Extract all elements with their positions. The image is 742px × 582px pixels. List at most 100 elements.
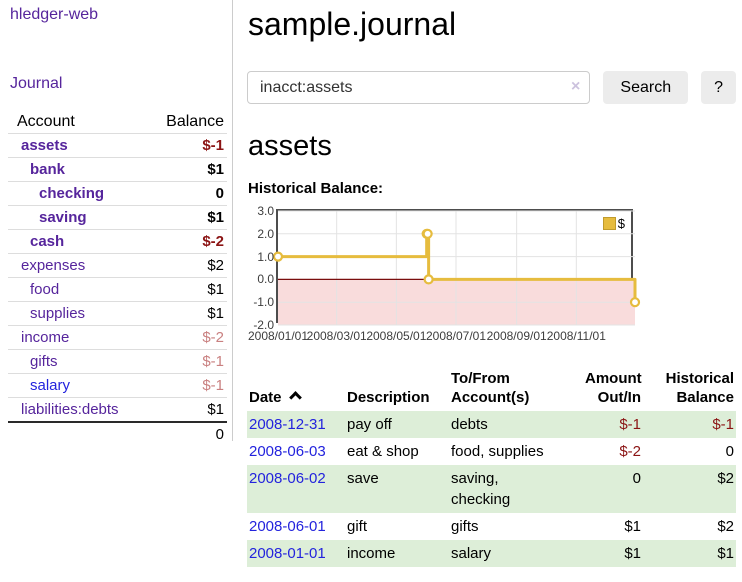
account-name-cell: salary [8,374,149,398]
sidebar-account-link[interactable]: gifts [30,353,58,370]
account-name-cell: saving [8,206,149,230]
legend-label: $ [617,216,625,231]
register-balance: $2 [717,518,734,535]
register-amount: 0 [632,470,641,487]
sidebar-account-link[interactable]: liabilities:debts [21,401,119,418]
register-description: gift [347,518,368,535]
account-name-cell: gifts [8,350,149,374]
sidebar-account-link[interactable]: supplies [30,305,86,322]
register-date-cell: 2008-06-01 [247,513,345,540]
column-header-date[interactable]: Date [247,367,345,411]
register-amount: $1 [624,545,641,562]
account-column-header: Account [17,113,75,130]
account-name-cell: cash [8,230,149,254]
column-header-accounts: To/From Account(s) [451,370,530,406]
column-header-amount: Amount Out/In [585,370,642,406]
account-name-cell: supplies [8,302,149,326]
accounts-total-row: 0 [8,422,227,446]
account-balance: $-2 [202,329,224,346]
register-balance: $-1 [712,416,734,433]
column-header-balance: Historical Balance [665,370,734,406]
chart-heading: Historical Balance: [248,180,384,197]
sidebar-account-link[interactable]: cash [30,233,65,250]
register-date-cell: 2008-06-02 [247,465,345,513]
register-description: eat & shop [347,443,419,460]
chart-plot-area[interactable]: $ 3.0 2.0 1.0 0.0 -1.0 -2.0 2008/01/01 2008/03/… [248,204,641,343]
x-axis-tick-label: 2008/11/01 [546,329,606,343]
legend-swatch-icon [602,217,616,230]
sidebar-account-link[interactable]: food [30,281,60,298]
register-date-cell: 2008-12-31 [247,411,345,438]
sidebar: hledger-web Journal Account Balance asse… [0,0,233,443]
search-input[interactable] [247,71,591,104]
register-balance: 0 [725,443,734,460]
x-axis-tick-label: 2008/09/01 [486,329,547,343]
accounts-table: Account Balance assets $-1 bank $1 checking 0… [8,110,227,446]
column-header-description: Description [347,389,430,406]
table-row[interactable]: 2008-06-02 save saving, checking 0 $2 [247,465,736,513]
sort-ascending-icon [288,391,302,404]
register-header-row: Date Description To/From Account(s) Amou… [247,367,736,411]
x-axis-tick-label: 2008/05/01 [366,329,427,343]
sidebar-account-link[interactable]: salary [30,377,71,394]
search-field-wrapper: × [247,71,591,104]
register-description: save [347,470,379,487]
clear-search-icon[interactable]: × [571,78,581,95]
register-accounts: debts [451,416,488,433]
sidebar-account-link[interactable]: saving [39,209,87,226]
accounts-header-row: Account Balance [8,110,227,134]
sidebar-account-link[interactable]: expenses [21,257,86,274]
x-axis-tick-label: 2008/01/01 [247,329,309,343]
sidebar-item-journal[interactable]: Journal [10,75,63,92]
register-description: income [347,545,396,562]
register-date-link[interactable]: 2008-06-01 [249,518,326,535]
table-row[interactable]: 2008-06-03 eat & shop food, supplies $-2 0 [247,438,736,465]
app-title-link[interactable]: hledger-web [10,6,99,23]
account-row: gifts $-1 [8,349,227,374]
table-row[interactable]: 2008-01-01 income salary $1 $1 [247,540,736,567]
help-button[interactable]: ? [701,71,736,104]
historical-balance-chart: $ 3.0 2.0 1.0 0.0 -1.0 -2.0 2008/01/01 2008/03/… [247,204,736,347]
account-row: bank $1 [8,157,227,182]
account-row: saving $1 [8,205,227,230]
accounts-total-value: 0 [215,426,224,443]
account-row: income $-2 [8,325,227,350]
y-axis-tick-label: 3.0 [257,204,274,218]
account-balance: $1 [207,209,224,226]
sidebar-account-link[interactable]: income [21,329,70,346]
account-row: salary $-1 [8,373,227,398]
register-amount: $-1 [619,416,641,433]
table-row[interactable]: 2008-06-01 gift gifts $1 $2 [247,513,736,540]
sidebar-account-link[interactable]: assets [21,137,68,154]
spacer [8,422,149,446]
account-name-cell: assets [8,134,149,158]
register-date-cell: 2008-06-03 [247,438,345,465]
account-heading: assets [248,130,332,162]
account-name-cell: expenses [8,254,149,278]
y-axis-tick-label: 1.0 [257,249,274,264]
sidebar-account-link[interactable]: checking [39,185,105,202]
account-row: checking 0 [8,181,227,206]
register-date-link[interactable]: 2008-01-01 [249,545,326,562]
register-accounts: food, supplies [451,443,544,460]
account-balance: $-1 [202,353,224,370]
account-balance: 0 [215,185,224,202]
register-balance: $2 [717,470,734,487]
balance-column-header: Balance [166,113,224,130]
account-balance: $1 [207,305,224,322]
account-balance: $1 [207,401,224,418]
search-button[interactable]: Search [603,71,689,104]
register-date-link[interactable]: 2008-12-31 [249,416,326,433]
sidebar-account-link[interactable]: bank [30,161,66,178]
register-accounts: saving, checking [451,470,511,508]
chart-legend: $ [602,216,625,231]
account-row: supplies $1 [8,301,227,326]
search-form: × Search ? [247,71,736,104]
table-row[interactable]: 2008-12-31 pay off debts $-1 $-1 [247,411,736,438]
register-date-link[interactable]: 2008-06-03 [249,443,326,460]
account-balance: $1 [207,281,224,298]
account-balance: $1 [207,161,224,178]
y-axis-tick-label: -2.0 [253,318,274,332]
register-date-link[interactable]: 2008-06-02 [249,470,326,487]
x-axis-tick-label: 2008/03/01 [306,329,367,343]
